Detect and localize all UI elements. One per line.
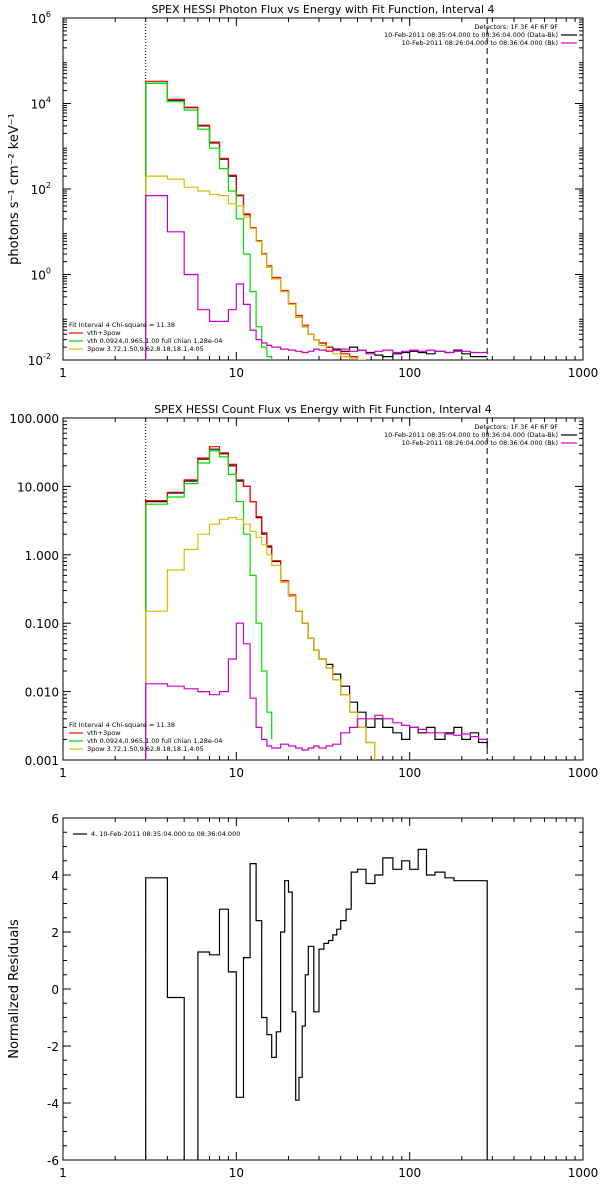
- legend-bottom-left-entry: 3pow 3.72,1.50,9.62,8.18,18.1,4.05: [87, 345, 204, 353]
- series-line-bk: [145, 622, 488, 760]
- y-tick-label: 0.001: [25, 754, 59, 768]
- chart-panel-2: SPEX HESSI Count Flux vs Energy with Fit…: [9, 403, 598, 780]
- y-tick-label: 2: [51, 926, 59, 940]
- y-tick-label: 0: [51, 983, 59, 997]
- y-tick-label: 1.000: [25, 549, 59, 563]
- y-tick-label: -6: [47, 1154, 59, 1168]
- legend-bottom-left-entry: Fit Interval 4 Chi-square = 11.38: [69, 321, 175, 329]
- series-group: [145, 446, 488, 760]
- plot-frame: [62, 417, 584, 761]
- plot-frame: [62, 17, 584, 361]
- series-line-4-10-feb-2011-08-35-04-000-to-08-36-04-000: [145, 848, 488, 1160]
- chart-panel-1: SPEX HESSI Photon Flux vs Energy with Fi…: [7, 3, 598, 380]
- legend-top-left-entry: 4. 10-Feb-2011 08:35:04.000 to 08:36:04.…: [91, 830, 240, 838]
- legend-top-right-entry: 10-Feb-2011 08:35:04.000 to 08:36:04.000…: [384, 431, 558, 439]
- y-tick-label: 4: [51, 869, 59, 883]
- series-line-vth-3pow: [145, 80, 359, 360]
- y-tick-label: 10-2: [28, 352, 51, 368]
- x-tick-label: 1: [59, 366, 67, 380]
- x-tick-label: 1000: [568, 1166, 599, 1180]
- y-axis-label: Normalized Residuals: [7, 919, 22, 1059]
- legend-top-right-entry: 10-Feb-2011 08:26:04.000 to 08:36:04.000…: [402, 439, 558, 447]
- chart-title: SPEX HESSI Photon Flux vs Energy with Fi…: [151, 3, 494, 16]
- y-axis-label: photons s⁻¹ cm⁻² keV⁻¹: [7, 113, 22, 265]
- plot-frame: [62, 817, 584, 1161]
- legend-top-right-entry: Detectors: 1F 3F 4F 6F 9F: [474, 23, 558, 31]
- series-line-3pow: [145, 517, 376, 760]
- legend-bottom-left-entry: vth 0.0924,0.965,1.00 full chian 1.28e-0…: [87, 337, 222, 345]
- x-tick-label: 10: [229, 1166, 244, 1180]
- series-line-vth: [145, 82, 273, 360]
- y-tick-label: 6: [51, 812, 59, 826]
- x-tick-label: 1000: [568, 766, 599, 780]
- x-tick-label: 100: [398, 366, 421, 380]
- series-line-vth: [145, 450, 273, 760]
- legend-bottom-left-entry: vth+3pow: [87, 729, 121, 737]
- x-tick-label: 1: [59, 1166, 67, 1180]
- chart-title: SPEX HESSI Count Flux vs Energy with Fit…: [154, 403, 491, 416]
- y-tick-label: 100.000: [9, 412, 59, 426]
- x-tick-label: 10: [229, 366, 244, 380]
- series-group: [145, 80, 488, 360]
- y-tick-label: 100: [31, 267, 51, 283]
- legend-bottom-left-entry: vth+3pow: [87, 329, 121, 337]
- x-tick-label: 100: [398, 1166, 421, 1180]
- x-tick-label: 1000: [568, 366, 599, 380]
- y-tick-label: 10.000: [17, 480, 59, 494]
- y-tick-label: 106: [31, 10, 51, 26]
- series-group: [145, 848, 488, 1160]
- series-line-data-bk: [145, 82, 488, 360]
- legend-bottom-left-entry: 3pow 3.72,1.50,9.62,8.18,18.1,4.05: [87, 745, 204, 753]
- y-tick-label: 0.100: [25, 617, 59, 631]
- legend-top-right-entry: 10-Feb-2011 08:35:04.000 to 08:36:04.000…: [384, 31, 558, 39]
- legend-top-right-entry: Detectors: 1F 3F 4F 6F 9F: [474, 423, 558, 431]
- y-tick-label: 102: [31, 181, 51, 197]
- x-tick-label: 1: [59, 766, 67, 780]
- y-tick-label: 0.010: [25, 686, 59, 700]
- legend-top-right-entry: 10-Feb-2011 08:26:04.000 to 08:36:04.000…: [402, 39, 558, 47]
- x-tick-label: 10: [229, 766, 244, 780]
- legend-bottom-left-entry: Fit Interval 4 Chi-square = 11.38: [69, 721, 175, 729]
- series-line-bk: [145, 195, 488, 360]
- series-line-vth-3pow: [145, 446, 376, 760]
- series-line-data-bk: [145, 448, 488, 760]
- y-tick-label: 104: [31, 96, 51, 112]
- y-tick-label: -2: [47, 1040, 59, 1054]
- x-tick-label: 100: [398, 766, 421, 780]
- series-line-3pow: [145, 175, 366, 360]
- y-tick-label: -4: [47, 1097, 59, 1111]
- chart-panel-3: 1 10 100 1000 -6 -4 -2 0 2 4 6 Normalized Residuals…: [7, 812, 598, 1180]
- legend-bottom-left-entry: vth 0.0924,0.965,1.00 full chian 1.28e-0…: [87, 737, 222, 745]
